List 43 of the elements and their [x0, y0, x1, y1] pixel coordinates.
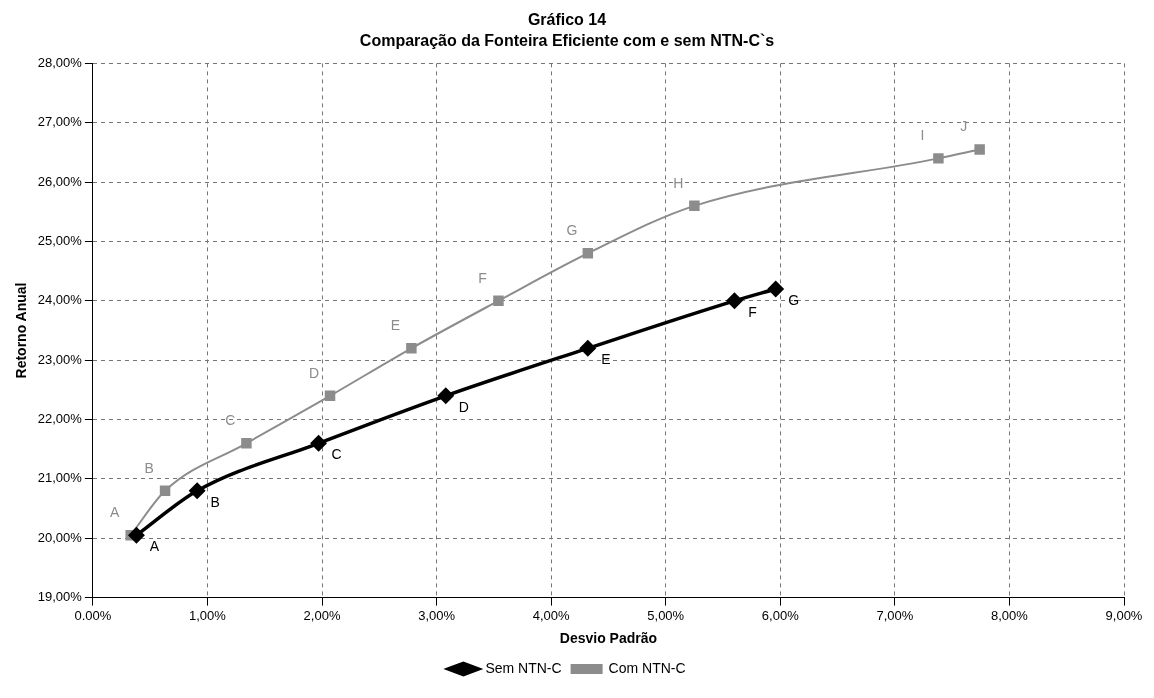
x-tick-label: 0.00% [74, 607, 112, 623]
x-tick-label: 4,00% [532, 607, 571, 623]
x-axis-title: Desvio Padrão [559, 630, 658, 647]
y-tick-label: 27,00% [37, 114, 83, 130]
y-tick-label: 21,00% [37, 470, 83, 486]
legend-label: Sem NTN-C [485, 659, 562, 676]
data-label: J [960, 118, 968, 135]
chart-subtitle: Comparação da Fonteira Eficiente com e sem NTN-C`s [359, 32, 775, 50]
data-label: C [225, 412, 236, 429]
data-label: A [149, 538, 160, 555]
x-tick-label: 1,00% [189, 607, 227, 623]
chart-title: Gráfico 14 [527, 11, 607, 29]
data-label: D [308, 364, 320, 381]
data-label: D [458, 398, 469, 415]
y-tick-label: 26,00% [37, 173, 83, 189]
data-label: I [920, 127, 925, 144]
data-label: A [110, 504, 121, 521]
y-tick-label: 25,00% [37, 233, 83, 249]
y-tick-label: 20,00% [37, 529, 83, 545]
x-tick-label: 8,00% [990, 607, 1029, 623]
data-label: C [331, 446, 342, 463]
y-tick-label: 19,00% [37, 589, 83, 605]
data-label: G [788, 291, 800, 308]
data-label: B [144, 459, 154, 476]
x-tick-label: 3,00% [418, 607, 456, 623]
x-tick-label: 5,00% [647, 607, 685, 623]
legend-label: Com NTN-C [608, 659, 686, 676]
data-label: H [673, 174, 684, 191]
data-label: F [478, 269, 487, 286]
y-tick-label: 28,00% [37, 54, 83, 70]
data-label: E [601, 351, 611, 368]
x-tick-label: 9,00% [1105, 607, 1143, 623]
data-label: E [390, 317, 401, 334]
data-label: F [748, 303, 757, 320]
y-tick-label: 24,00% [37, 292, 83, 308]
x-tick-label: 6,00% [761, 607, 800, 623]
data-label: G [566, 222, 578, 239]
x-tick-label: 7,00% [876, 607, 914, 623]
x-tick-label: 2,00% [303, 607, 341, 623]
y-axis-title: Retorno Anual [13, 282, 30, 379]
data-label: B [210, 493, 220, 510]
y-tick-label: 22,00% [37, 411, 83, 427]
y-tick-label: 23,00% [37, 351, 83, 367]
